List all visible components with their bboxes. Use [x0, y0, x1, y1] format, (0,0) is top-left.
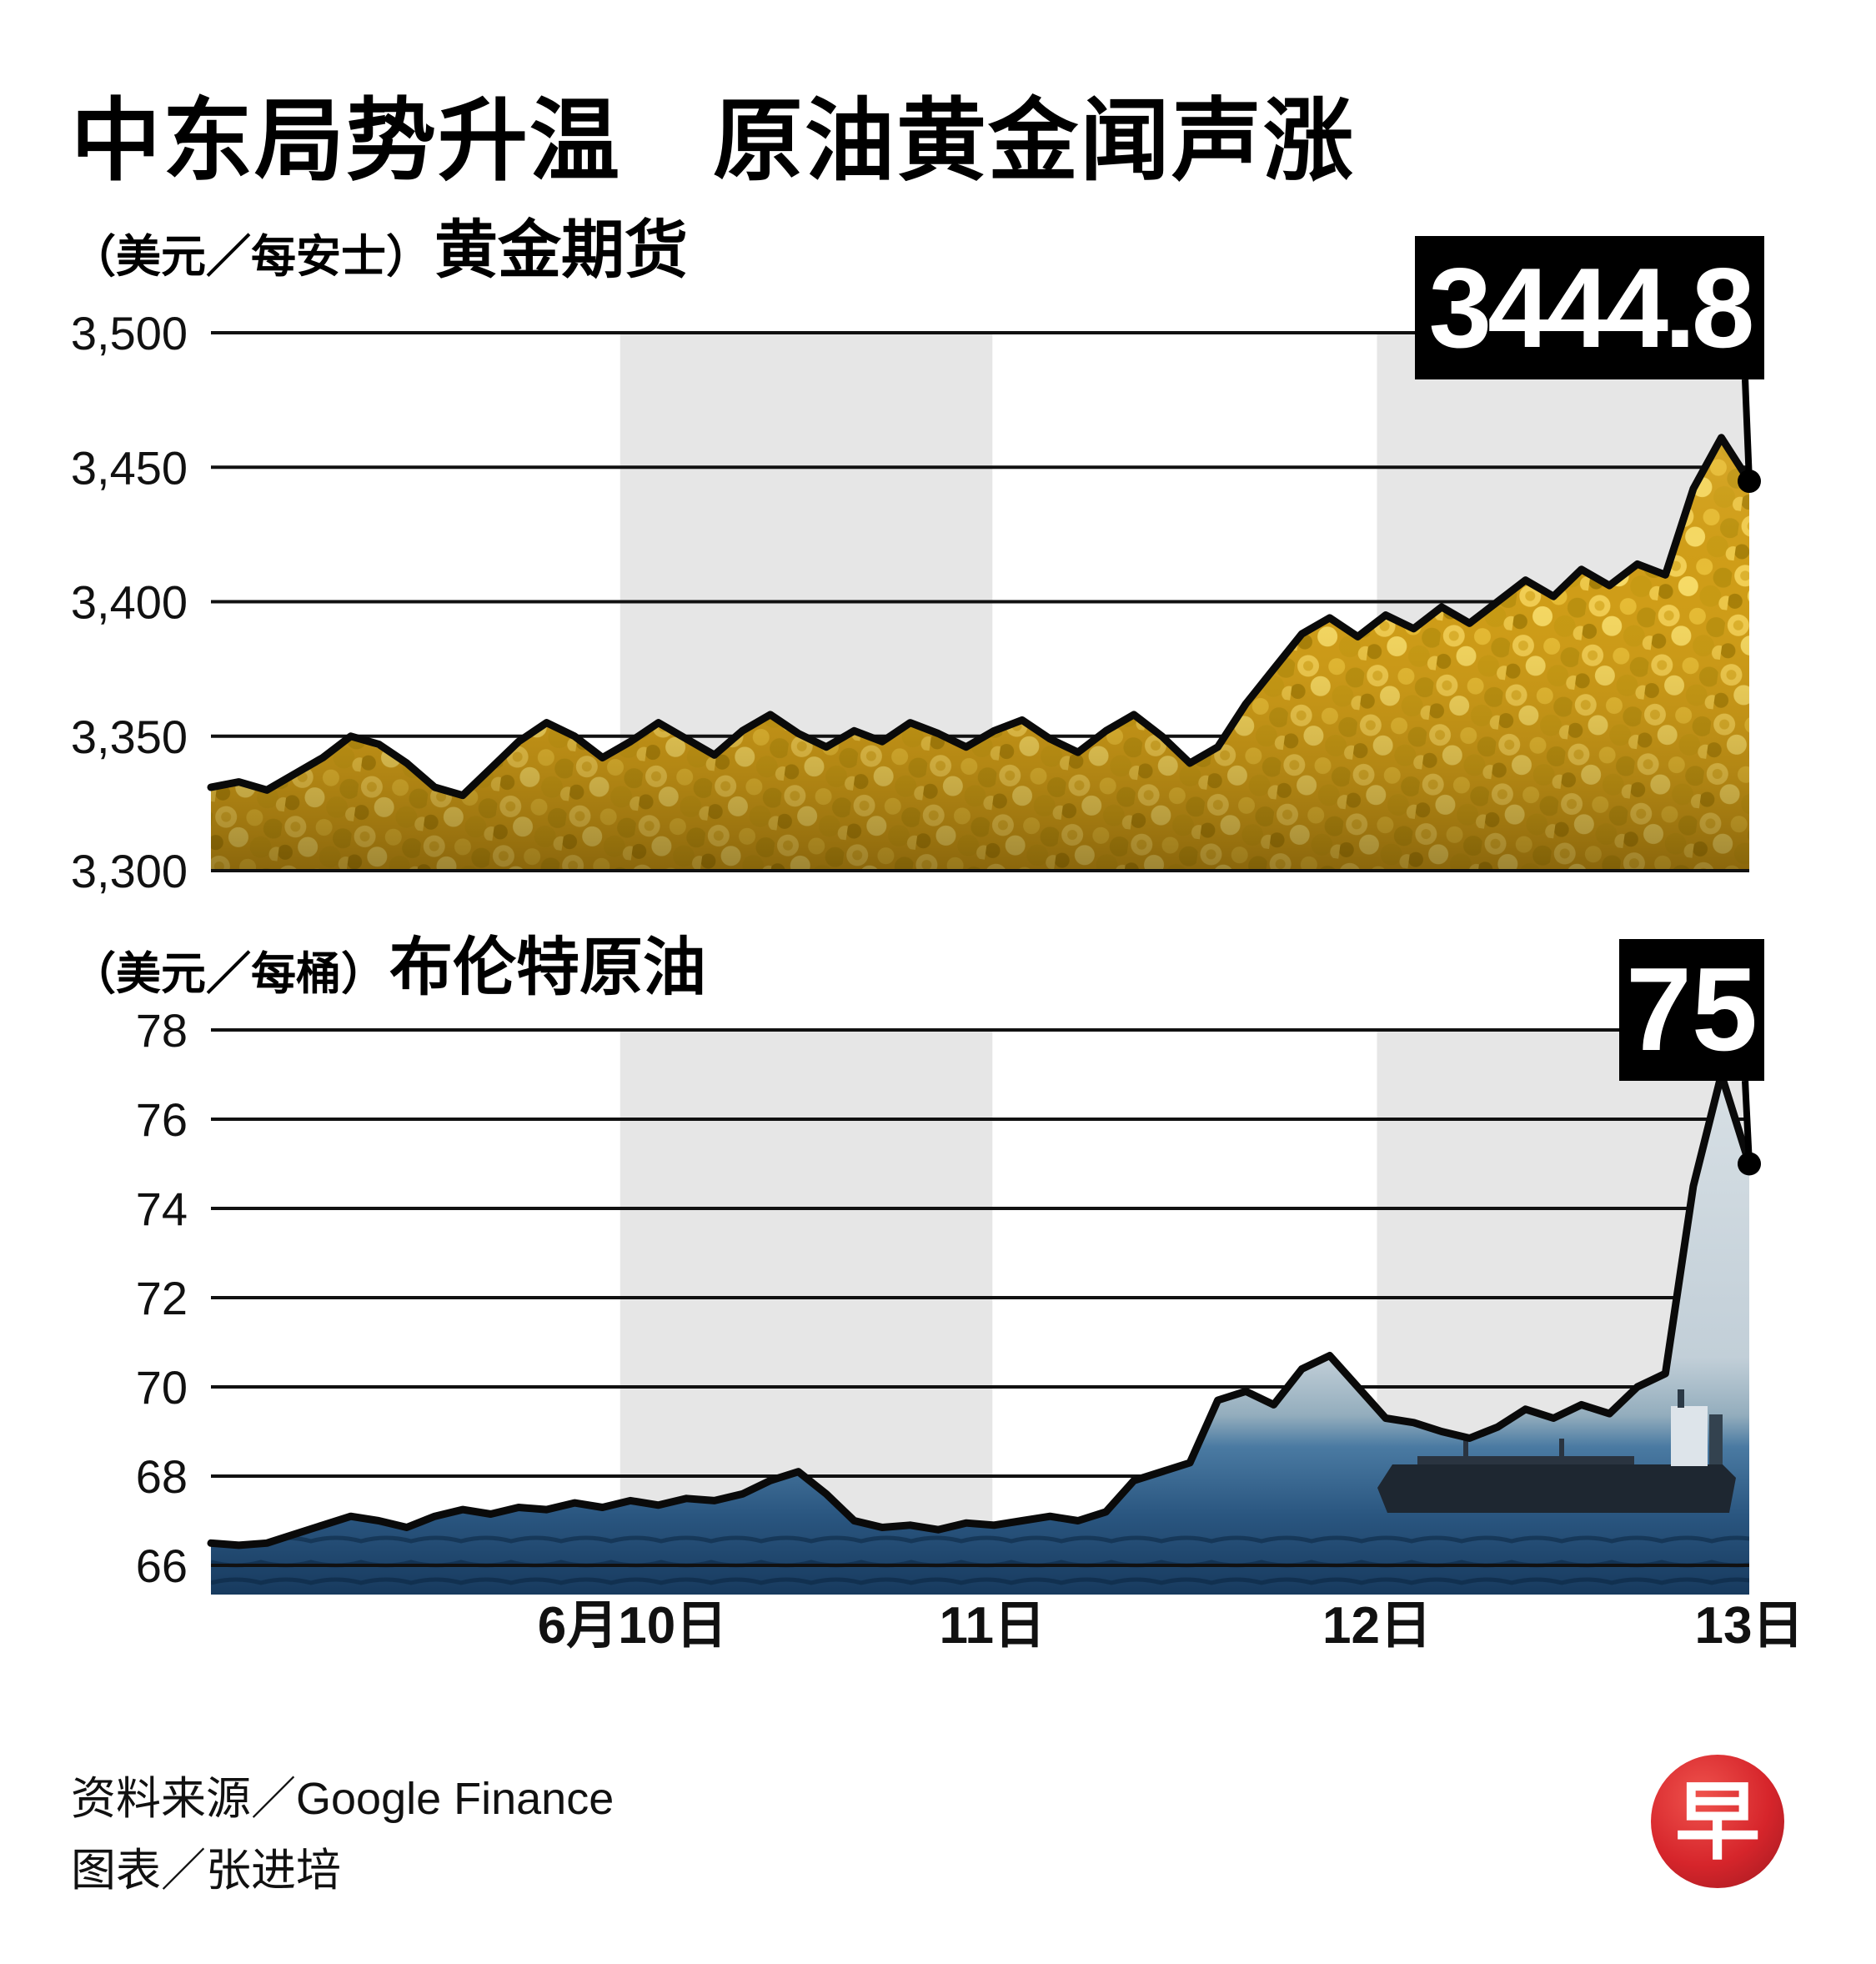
- endpoint-dot: [1738, 1152, 1761, 1176]
- source-credit: 资料来源／Google Finance: [71, 1774, 614, 1824]
- callout-pointer: [1742, 379, 1753, 482]
- oil-callout-badge: 75: [1619, 939, 1764, 1081]
- designer-credit: 图表／张进培: [71, 1846, 341, 1896]
- x-tick-label: 12日: [1322, 1597, 1432, 1651]
- oil-unit-label: （美元／每桶）: [71, 949, 386, 999]
- x-tick-label: 13日: [1695, 1597, 1804, 1651]
- gold-callout-badge: 3444.8: [1415, 236, 1764, 379]
- gold-unit-label: （美元／每安士）: [71, 232, 431, 282]
- tanker-superstructure: [1671, 1406, 1708, 1466]
- callout-pointer: [1742, 1080, 1753, 1164]
- gold-callout-value: 3444.8: [1428, 244, 1755, 371]
- zaobao-logo: 早: [1651, 1755, 1784, 1888]
- wave-line: [211, 1577, 1749, 1585]
- page-title: 中东局势升温 原油黄金闻声涨: [71, 90, 1356, 191]
- endpoint-dot: [1738, 470, 1761, 494]
- logo-character: 早: [1675, 1775, 1760, 1870]
- logo-circle: [1651, 1755, 1784, 1888]
- y-tick-label: 72: [136, 1272, 188, 1324]
- tanker-silhouette: [1377, 1464, 1736, 1513]
- gold-futures-chart: 3,500 3,450 3,400 3,350 3,300: [71, 317, 1761, 897]
- y-tick-label: 3,450: [71, 441, 188, 494]
- oil-chart-header: （美元／每桶） 布伦特原油: [71, 916, 706, 1007]
- oil-chart-title: 布伦特原油: [389, 932, 706, 1003]
- y-tick-label: 78: [136, 1004, 188, 1057]
- price-line: [207, 434, 1753, 800]
- brent-crude-chart: 78 76 74 72 70 68 66 6月10日 11日 12日 13日: [136, 1004, 1804, 1651]
- oil-callout-value: 75: [1626, 943, 1758, 1076]
- y-tick-label: 74: [136, 1183, 188, 1235]
- x-tick-label: 11日: [939, 1597, 1046, 1651]
- x-tick-label: 6月10日: [538, 1597, 727, 1651]
- y-tick-label: 68: [136, 1450, 188, 1503]
- y-tick-label: 3,350: [71, 711, 188, 763]
- y-tick-label: 66: [136, 1540, 188, 1592]
- y-tick-label: 3,500: [71, 317, 188, 359]
- area-fill: [211, 1074, 1749, 1595]
- y-tick-label: 70: [136, 1361, 188, 1414]
- y-tick-label: 76: [136, 1093, 188, 1146]
- y-tick-label: 3,300: [71, 845, 188, 897]
- gold-chart-header: （美元／每安士） 黄金期货: [71, 198, 688, 290]
- wave-line: [211, 1535, 1749, 1544]
- price-line: [207, 1071, 1753, 1550]
- y-tick-label: 3,400: [71, 576, 188, 629]
- gold-chart-title: 黄金期货: [434, 215, 688, 286]
